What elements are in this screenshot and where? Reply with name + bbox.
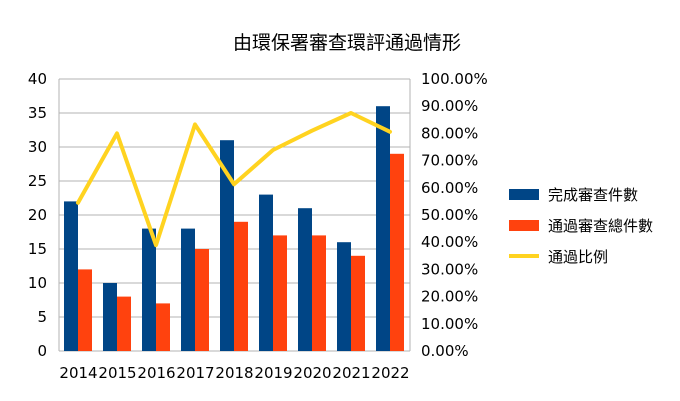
left-axis: 0 5 10 15 20 25 30 35 40 — [28, 70, 47, 360]
bar-completed — [337, 242, 351, 351]
x-tick-label: 2016 — [137, 364, 175, 382]
y-right-tick-label: 70.00% — [421, 152, 478, 170]
bar-completed — [64, 201, 78, 351]
legend-swatch — [509, 189, 539, 200]
legend-label: 完成審查件數 — [548, 186, 638, 204]
y-left-tick-label: 10 — [28, 274, 47, 292]
bar-completed — [376, 106, 390, 351]
bar-passed — [351, 255, 365, 351]
bar-completed — [298, 208, 312, 351]
y-right-tick-label: 20.00% — [421, 288, 478, 306]
x-tick-label: 2021 — [332, 364, 370, 382]
x-tick-label: 2020 — [293, 364, 331, 382]
y-right-tick-label: 100.00% — [421, 70, 488, 88]
y-right-tick-label: 90.00% — [421, 97, 478, 115]
bar-passed — [78, 269, 92, 351]
bar-passed — [117, 296, 131, 351]
y-right-tick-label: 10.00% — [421, 315, 478, 333]
chart-title: 由環保署審查環評通過情形 — [233, 32, 461, 54]
y-right-tick-label: 30.00% — [421, 260, 478, 278]
bar-passed — [273, 235, 287, 351]
x-tick-label: 2014 — [59, 364, 97, 382]
bar-completed — [181, 228, 195, 351]
x-tick-label: 2018 — [215, 364, 253, 382]
y-left-tick-label: 0 — [37, 342, 47, 360]
x-axis: 2014 2015 2016 2017 2018 2019 2020 2021 2022 — [59, 364, 409, 382]
x-tick-label: 2015 — [98, 364, 136, 382]
y-right-tick-label: 80.00% — [421, 124, 478, 142]
right-axis: 0.00% 10.00% 20.00% 30.00% 40.00% 50.00% 60.00… — [421, 70, 488, 360]
bar-passed — [234, 221, 248, 351]
x-tick-label: 2017 — [176, 364, 214, 382]
bar-passed — [390, 153, 404, 351]
bar-passed — [156, 303, 170, 351]
bar-completed — [259, 194, 273, 351]
y-left-tick-label: 35 — [28, 104, 47, 122]
bar-passed — [312, 235, 326, 351]
legend-swatch — [509, 220, 539, 231]
ratio-line-path — [76, 111, 392, 248]
bar-passed — [195, 249, 209, 351]
y-left-tick-label: 40 — [28, 70, 47, 88]
legend-label: 通過審查總件數 — [548, 217, 653, 235]
bar-completed — [142, 228, 156, 351]
ratio-line — [76, 111, 392, 248]
x-tick-label: 2019 — [254, 364, 292, 382]
y-left-tick-label: 30 — [28, 138, 47, 156]
y-left-tick-label: 15 — [28, 240, 47, 258]
y-right-tick-label: 50.00% — [421, 206, 478, 224]
x-tick-label: 2022 — [371, 364, 409, 382]
bar-completed — [103, 283, 117, 351]
y-right-tick-label: 40.00% — [421, 233, 478, 251]
bars — [64, 106, 404, 351]
y-right-tick-label: 60.00% — [421, 179, 478, 197]
bar-completed — [220, 140, 234, 351]
y-left-tick-label: 5 — [37, 308, 47, 326]
y-left-tick-label: 25 — [28, 172, 47, 190]
y-left-tick-label: 20 — [28, 206, 47, 224]
legend-label: 通過比例 — [548, 248, 608, 266]
y-right-tick-label: 0.00% — [421, 342, 469, 360]
